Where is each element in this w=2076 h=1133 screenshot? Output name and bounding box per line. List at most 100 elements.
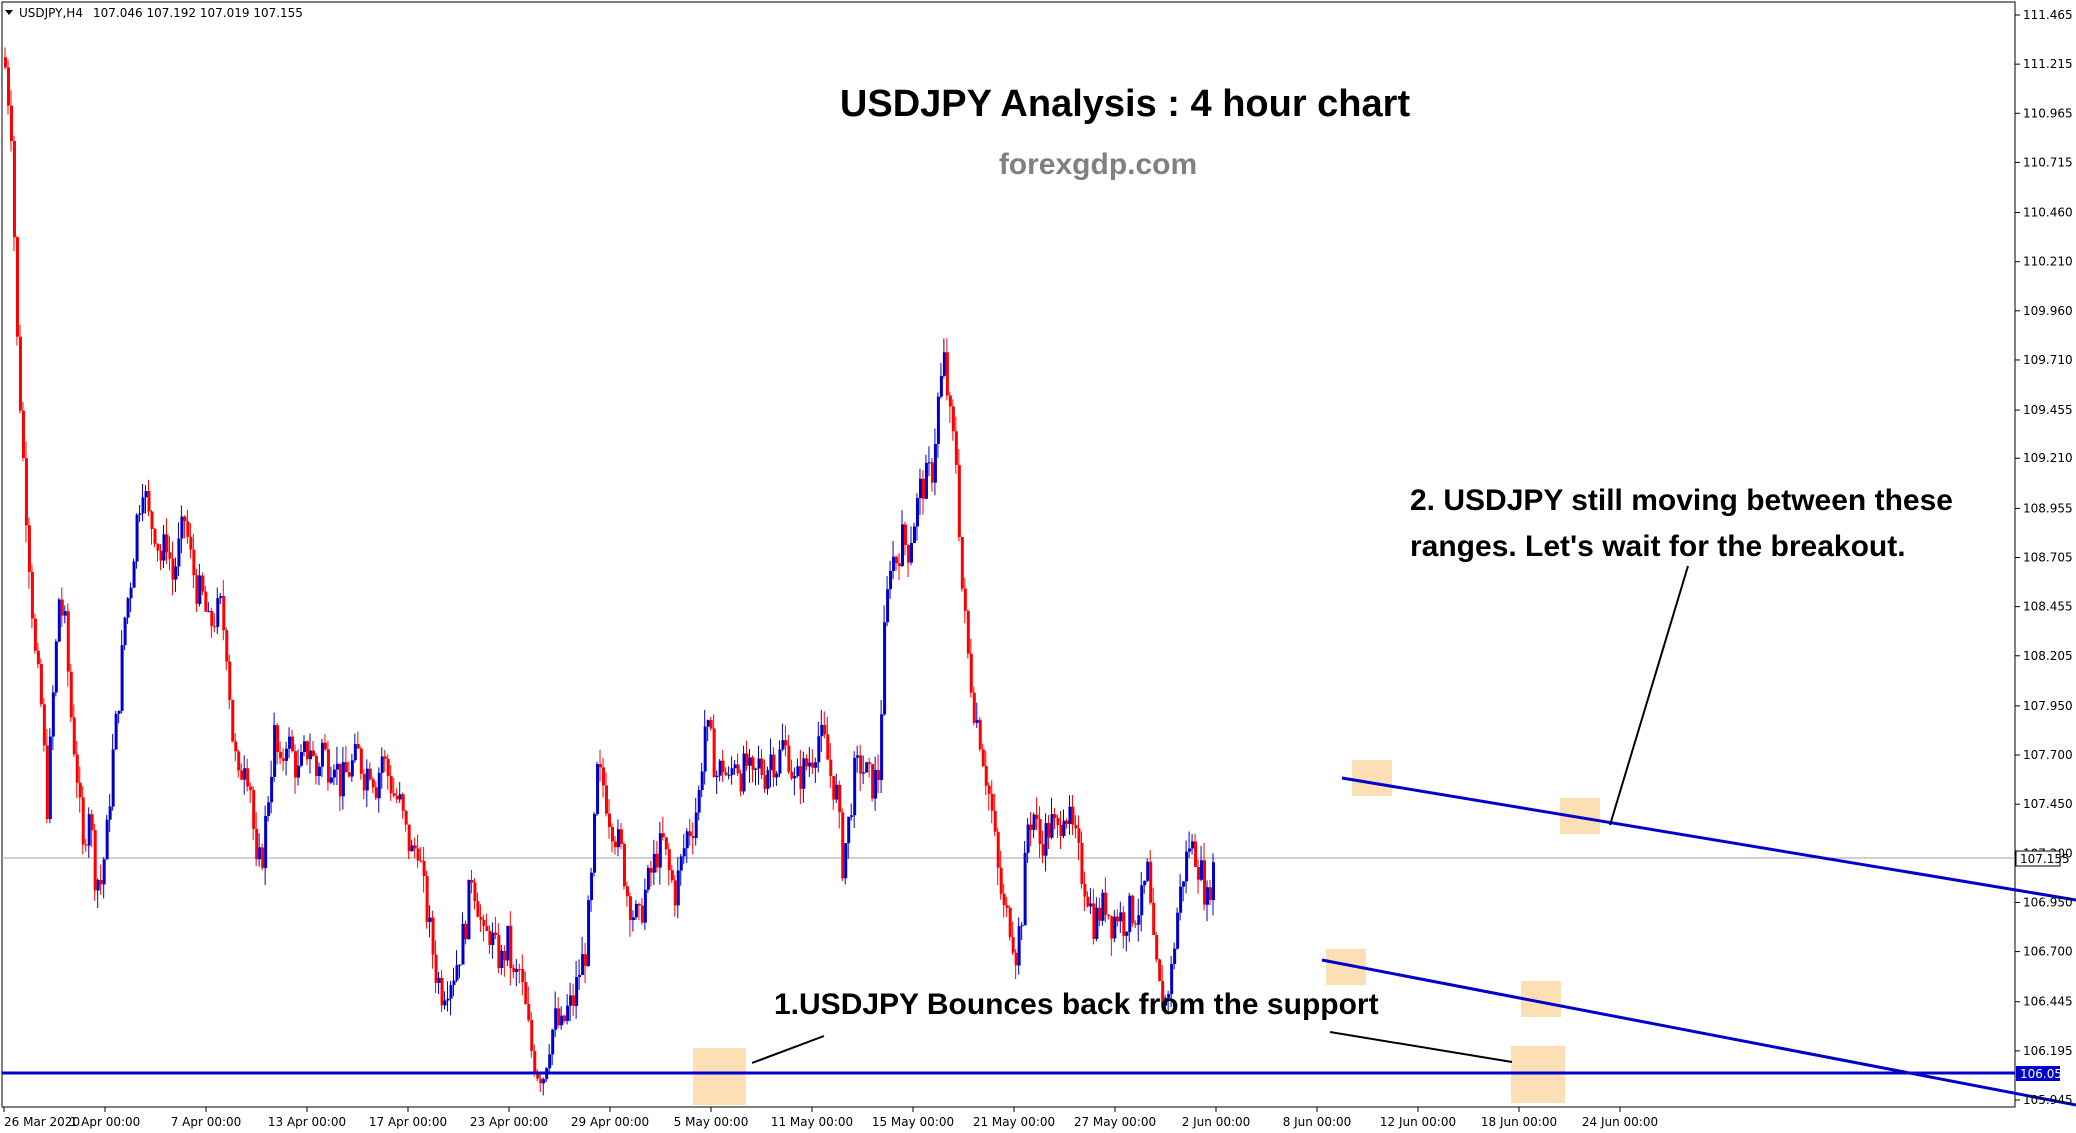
candle-body — [832, 776, 836, 800]
candle-body — [1134, 923, 1138, 925]
candle-body — [718, 760, 722, 776]
candle-body — [1080, 842, 1084, 884]
highlight-box-support-may — [693, 1048, 746, 1105]
y-tick-label: 106.700 — [2023, 945, 2073, 959]
candle-body — [933, 444, 937, 483]
pointer-line-1 — [751, 1035, 825, 1064]
candle-body — [15, 237, 19, 337]
candle-body — [634, 903, 638, 918]
candle-body — [303, 741, 307, 752]
candle-body — [231, 699, 235, 742]
candle-body — [817, 736, 821, 763]
candle-body — [524, 982, 528, 1004]
candle-body — [915, 498, 919, 527]
ohlc-values: 107.046 107.192 107.019 107.155 — [93, 6, 303, 20]
candle-body — [760, 758, 764, 776]
candle-body — [470, 879, 474, 883]
candle-body — [736, 764, 740, 774]
symbol-dropdown-icon[interactable] — [5, 10, 13, 15]
candle-body — [84, 844, 88, 846]
x-tick-label: 17 Apr 00:00 — [369, 1115, 447, 1129]
candle-body — [33, 618, 37, 651]
candle-body — [503, 950, 507, 961]
y-tick-label: 106.195 — [2023, 1044, 2073, 1058]
candle-body — [542, 1079, 546, 1084]
candle-body — [1149, 861, 1153, 903]
candle-body — [383, 756, 387, 759]
candle-body — [1110, 916, 1114, 939]
price-axis: 111.465 111.215 110.965 110.715 110.460 110.2… — [2015, 8, 2073, 1107]
candle-body — [1011, 937, 1015, 953]
candle-body — [972, 692, 976, 723]
candle-body — [628, 896, 632, 921]
candle-body — [1119, 912, 1123, 922]
candle-body — [1032, 814, 1036, 830]
candle-body — [105, 819, 109, 860]
candle-body — [569, 995, 573, 1006]
candle-body — [162, 534, 166, 561]
highlight-boxes — [693, 760, 1600, 1105]
candle-body — [1077, 828, 1081, 843]
candle-body — [811, 762, 815, 768]
candle-body — [808, 762, 812, 767]
candle-body — [1083, 883, 1087, 897]
candle-body — [159, 550, 163, 561]
candle-body — [198, 575, 202, 604]
candle-body — [1155, 934, 1159, 960]
candle-body — [539, 1078, 543, 1084]
candle-body — [473, 882, 477, 902]
candle-body — [362, 773, 366, 791]
x-tick-label: 21 May 00:00 — [973, 1115, 1055, 1129]
x-tick-label: 7 Apr 00:00 — [171, 1115, 242, 1129]
candle-body — [264, 815, 268, 868]
candle-body — [120, 645, 124, 711]
candle-body — [488, 930, 492, 946]
candle-body — [270, 776, 274, 803]
candle-body — [763, 775, 767, 789]
candle-body — [386, 758, 390, 776]
candle-body — [434, 954, 438, 983]
candles — [4, 47, 1215, 1096]
candle-body — [311, 750, 315, 756]
channel-lower-line[interactable] — [1321, 958, 2076, 1107]
candle-body — [410, 845, 414, 852]
candle-body — [1074, 824, 1078, 829]
candle-body — [279, 752, 283, 759]
candle-body — [18, 336, 22, 411]
candle-body — [404, 810, 408, 825]
support-price-label: 106.050 — [2020, 1067, 2070, 1081]
candle-body — [407, 824, 411, 852]
candle-body — [757, 758, 761, 769]
candle-body — [30, 571, 34, 619]
candle-body — [39, 664, 43, 705]
candle-body — [790, 771, 794, 779]
candle-body — [945, 352, 949, 396]
candle-body — [494, 932, 498, 936]
candle-body — [754, 768, 758, 770]
candle-body — [1107, 914, 1111, 917]
candle-body — [688, 831, 692, 837]
candle-body — [81, 797, 85, 845]
candle-body — [1092, 903, 1096, 939]
candle-body — [186, 521, 190, 537]
candle-body — [796, 766, 800, 777]
candle-body — [874, 770, 878, 799]
candle-body — [416, 848, 420, 861]
candle-body — [54, 641, 58, 693]
candle-body — [99, 879, 103, 885]
candle-body — [679, 856, 683, 871]
candle-body — [183, 516, 187, 522]
candle-body — [207, 611, 211, 613]
y-tick-label: 109.210 — [2023, 451, 2073, 465]
candle-body — [646, 867, 650, 890]
candle-body — [132, 561, 136, 588]
candle-body — [401, 794, 405, 811]
candle-body — [171, 558, 175, 580]
candle-body — [512, 967, 516, 972]
candle-body — [291, 736, 295, 752]
channel-upper-line[interactable] — [1341, 776, 2076, 902]
candle-body — [123, 617, 127, 646]
y-tick-label: 110.460 — [2023, 206, 2073, 220]
candle-body — [237, 751, 241, 771]
x-tick-label: 24 Jun 00:00 — [1582, 1115, 1658, 1129]
